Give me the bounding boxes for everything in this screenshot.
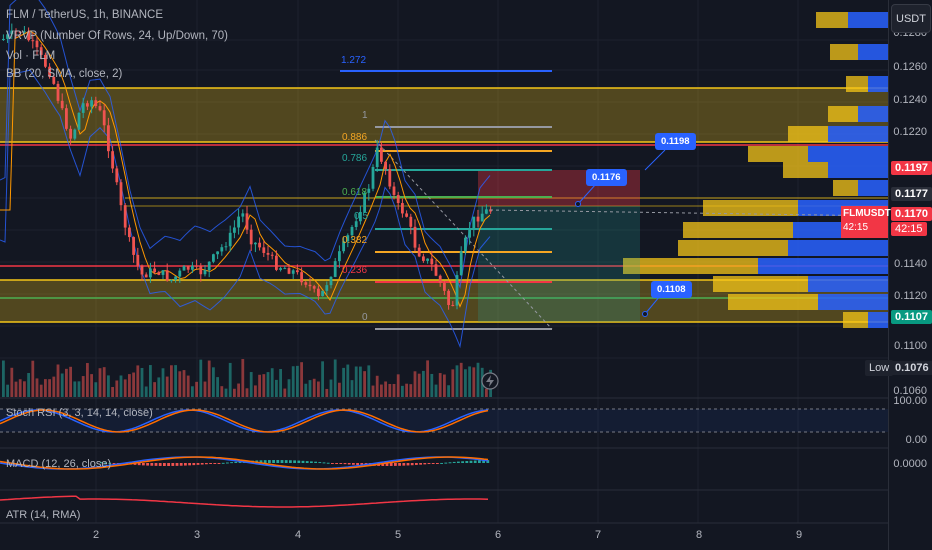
- time-tick: 3: [194, 529, 201, 541]
- macd-signal-line: [0, 456, 489, 470]
- fib-label-0236: 0.236: [342, 265, 368, 276]
- fib-label-05: 0.5: [354, 211, 368, 222]
- last-price-tag: 0.1170: [891, 207, 932, 221]
- macd-tick-0: 0.0000: [893, 458, 927, 470]
- bb-lower-line: [0, 69, 491, 349]
- volume-legend[interactable]: Vol · FLM: [6, 50, 56, 62]
- price-callout-1176[interactable]: 0.1176: [586, 169, 627, 186]
- low-label: Low: [865, 360, 894, 376]
- fib-label-1: 1: [362, 110, 368, 121]
- price-tag-1197: 0.1197: [891, 161, 932, 175]
- price-tick: 0.1120: [894, 290, 927, 302]
- symbol-tag-countdown: 42:15: [843, 222, 869, 233]
- fib-label-1272: 1.272: [341, 55, 367, 66]
- position-target-zone[interactable]: [478, 206, 640, 322]
- bb-legend[interactable]: BB (20, SMA, close, 2): [6, 68, 123, 80]
- symbol-tag-label: FLMUSDT: [843, 208, 891, 219]
- stoch-rsi-label[interactable]: Stoch RSI (3, 3, 14, 14, close): [6, 407, 153, 419]
- macd-histogram: [100, 460, 490, 466]
- lightning-icon[interactable]: [481, 372, 499, 390]
- atr-label[interactable]: ATR (14, RMA): [6, 509, 81, 521]
- stoch-tick-100: 100.00: [893, 395, 927, 407]
- fib-label-0: 0: [362, 312, 368, 323]
- fib-label-0886: 0.886: [342, 132, 368, 143]
- volume-profile: [623, 12, 888, 328]
- fib-label-0382: 0.382: [342, 235, 368, 246]
- stoch-tick-0: 0.00: [905, 434, 927, 446]
- macd-label[interactable]: MACD (12, 26, close): [6, 458, 112, 470]
- bb-basis-line: [0, 30, 491, 308]
- low-price-tag: 0.1076: [891, 361, 932, 375]
- fib-label-0786: 0.786: [342, 153, 368, 164]
- stoch-k-line: [0, 409, 489, 433]
- price-tick: 0.1240: [893, 94, 927, 106]
- price-tick: 0.1060: [893, 385, 927, 397]
- atr-line: [0, 495, 489, 508]
- time-tick: 9: [796, 529, 803, 541]
- countdown-tag: 42:15: [891, 222, 927, 236]
- volume-bars: [2, 359, 492, 397]
- time-tick: 5: [395, 529, 402, 541]
- price-tick: 0.1220: [893, 126, 927, 138]
- fib-label-0618: 0.618: [342, 187, 368, 198]
- price-tag-1177: 0.1177: [891, 187, 932, 201]
- symbol-legend[interactable]: FLM / TetherUS, 1h, BINANCE: [6, 9, 164, 21]
- price-axis[interactable]: 0.1280 0.1260 0.1240 0.1220 0.1140 0.112…: [888, 0, 932, 550]
- stoch-d-line: [0, 409, 489, 433]
- price-tick: 0.1100: [894, 340, 927, 352]
- candlesticks: [2, 23, 492, 310]
- time-tick: 8: [696, 529, 703, 541]
- symbol-price-tag: FLMUSDT 42:15: [841, 206, 891, 238]
- price-callout-1198[interactable]: 0.1198: [655, 133, 696, 150]
- bb-upper-line: [0, 0, 491, 289]
- time-tick: 2: [93, 529, 100, 541]
- time-tick: 6: [495, 529, 502, 541]
- price-tick: 0.1140: [894, 258, 927, 270]
- time-tick: 4: [295, 529, 302, 541]
- vrvp-legend[interactable]: VRVP (Number Of Rows, 24, Up/Down, 70): [6, 30, 228, 42]
- currency-button[interactable]: USDT: [891, 4, 931, 33]
- price-tag-1107: 0.1107: [891, 310, 932, 324]
- price-callout-1108[interactable]: 0.1108: [651, 281, 692, 298]
- time-tick: 7: [595, 529, 602, 541]
- price-tick: 0.1260: [893, 61, 927, 73]
- resistance-zone: [0, 88, 888, 142]
